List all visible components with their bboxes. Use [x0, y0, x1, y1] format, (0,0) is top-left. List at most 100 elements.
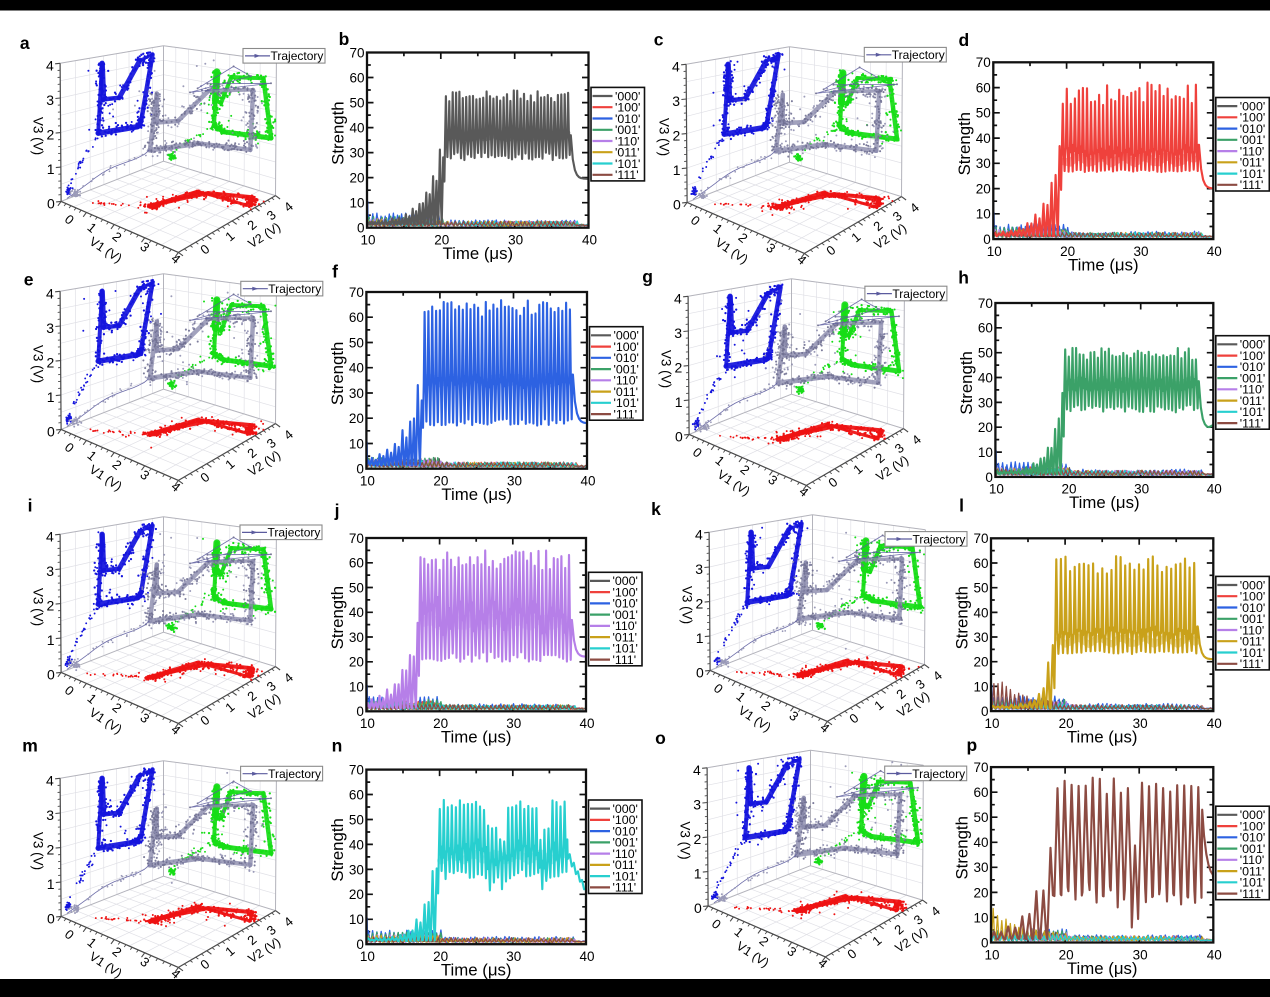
- svg-text:'110': '110': [1240, 623, 1264, 637]
- svg-text:60: 60: [349, 310, 364, 325]
- svg-text:4: 4: [46, 285, 54, 301]
- svg-text:'010': '010': [1240, 831, 1265, 845]
- svg-text:60: 60: [978, 321, 993, 336]
- svg-text:'101': '101': [615, 157, 640, 171]
- svg-text:0: 0: [357, 221, 365, 236]
- svg-text:50: 50: [978, 346, 993, 361]
- svg-text:Time (μs): Time (μs): [443, 244, 514, 263]
- svg-text:30: 30: [973, 860, 988, 875]
- svg-text:50: 50: [349, 335, 364, 350]
- svg-text:V3 (V): V3 (V): [679, 586, 694, 624]
- svg-text:30: 30: [349, 862, 364, 877]
- svg-text:1: 1: [673, 162, 681, 178]
- svg-text:2: 2: [675, 360, 683, 376]
- svg-text:0: 0: [47, 911, 55, 927]
- svg-text:'001': '001': [615, 123, 640, 137]
- svg-text:g: g: [642, 267, 653, 287]
- svg-text:20: 20: [1061, 482, 1076, 497]
- svg-text:70: 70: [349, 285, 364, 300]
- svg-text:40: 40: [349, 121, 364, 136]
- svg-text:20: 20: [1059, 716, 1074, 731]
- svg-text:'001': '001': [1240, 133, 1265, 147]
- svg-text:0: 0: [981, 935, 989, 950]
- svg-text:10: 10: [360, 716, 375, 731]
- svg-text:30: 30: [978, 395, 993, 410]
- svg-text:Time (μs): Time (μs): [441, 961, 512, 980]
- svg-text:'100': '100': [1240, 349, 1265, 363]
- svg-text:1: 1: [47, 389, 55, 405]
- svg-text:50: 50: [973, 581, 988, 596]
- svg-text:0: 0: [696, 665, 704, 681]
- svg-text:40: 40: [1207, 947, 1222, 962]
- svg-text:'101': '101': [1240, 646, 1265, 660]
- svg-text:10: 10: [349, 679, 364, 694]
- svg-text:30: 30: [976, 156, 991, 171]
- svg-text:10: 10: [984, 716, 999, 731]
- svg-text:20: 20: [349, 655, 364, 670]
- svg-text:2: 2: [696, 596, 704, 612]
- svg-text:'101': '101': [613, 869, 638, 883]
- svg-text:40: 40: [579, 716, 594, 731]
- svg-text:'111': '111': [615, 168, 639, 182]
- svg-text:70: 70: [978, 296, 993, 311]
- svg-text:2: 2: [47, 355, 55, 371]
- svg-text:'110': '110': [613, 847, 637, 861]
- svg-text:20: 20: [976, 182, 991, 197]
- svg-text:20: 20: [978, 420, 993, 435]
- svg-text:30: 30: [973, 630, 988, 645]
- svg-text:4: 4: [672, 58, 680, 74]
- svg-text:l: l: [959, 495, 964, 515]
- svg-text:'100': '100': [615, 101, 640, 115]
- svg-text:'100': '100': [1240, 111, 1265, 125]
- svg-text:40: 40: [580, 474, 595, 489]
- svg-text:0: 0: [47, 424, 55, 440]
- svg-text:Trajectory: Trajectory: [268, 282, 321, 296]
- svg-text:d: d: [959, 30, 970, 50]
- svg-text:f: f: [332, 261, 338, 281]
- svg-text:60: 60: [973, 556, 988, 571]
- svg-text:3: 3: [674, 325, 682, 341]
- svg-text:'001': '001': [613, 608, 638, 622]
- svg-text:1: 1: [47, 876, 55, 892]
- svg-text:'011': '011': [1240, 394, 1264, 408]
- svg-text:Strength: Strength: [955, 112, 974, 175]
- svg-text:Trajectory: Trajectory: [912, 767, 965, 781]
- svg-text:'111': '111': [613, 881, 637, 895]
- svg-text:10: 10: [978, 445, 993, 460]
- svg-text:70: 70: [973, 531, 988, 546]
- svg-text:'011': '011': [1240, 635, 1264, 649]
- svg-text:Time (μs): Time (μs): [1067, 959, 1138, 978]
- svg-text:3: 3: [46, 320, 54, 336]
- svg-text:50: 50: [976, 106, 991, 121]
- svg-text:10: 10: [989, 482, 1004, 497]
- svg-text:30: 30: [1133, 716, 1148, 731]
- svg-text:40: 40: [1207, 244, 1222, 259]
- svg-text:'111': '111': [1240, 178, 1264, 192]
- svg-text:'010': '010': [1240, 601, 1265, 615]
- svg-text:2: 2: [694, 831, 702, 847]
- svg-text:50: 50: [349, 96, 364, 111]
- svg-text:20: 20: [1059, 947, 1074, 962]
- svg-text:3: 3: [672, 93, 680, 109]
- svg-text:30: 30: [508, 233, 523, 248]
- svg-text:Time (μs): Time (μs): [441, 728, 512, 747]
- svg-text:Trajectory: Trajectory: [892, 48, 945, 62]
- svg-text:n: n: [332, 735, 343, 755]
- svg-text:20: 20: [433, 949, 448, 964]
- svg-text:'010': '010': [613, 597, 638, 611]
- svg-text:'100': '100': [614, 340, 639, 354]
- svg-text:Strength: Strength: [328, 818, 347, 881]
- svg-text:2: 2: [47, 598, 55, 614]
- svg-text:Time (μs): Time (μs): [441, 485, 512, 504]
- svg-text:'011': '011': [1240, 864, 1264, 878]
- svg-text:'001': '001': [1240, 842, 1265, 856]
- svg-text:0: 0: [356, 937, 364, 952]
- svg-text:'010': '010': [1240, 122, 1265, 136]
- svg-text:V3 (V): V3 (V): [30, 832, 45, 870]
- svg-text:40: 40: [1207, 482, 1222, 497]
- svg-text:Trajectory: Trajectory: [268, 526, 321, 540]
- svg-text:'010': '010': [614, 351, 639, 365]
- svg-text:'110': '110': [1240, 144, 1264, 158]
- svg-text:Trajectory: Trajectory: [892, 287, 945, 301]
- svg-text:'000': '000': [1240, 578, 1265, 592]
